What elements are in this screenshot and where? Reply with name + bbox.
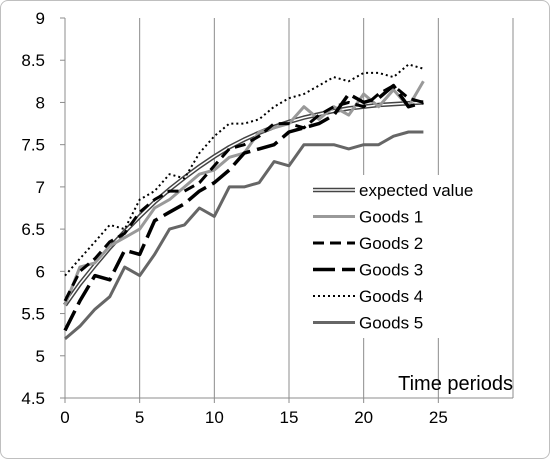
legend-label-goods-1: Goods 1 bbox=[359, 208, 423, 227]
y-tick-label: 7 bbox=[36, 178, 45, 197]
x-axis-label: Time periods bbox=[398, 373, 513, 395]
y-tick-label: 7.5 bbox=[21, 136, 45, 155]
x-tick-label: 25 bbox=[429, 408, 448, 427]
x-tick-label: 0 bbox=[60, 408, 69, 427]
x-tick-label: 15 bbox=[280, 408, 299, 427]
y-tick-label: 9 bbox=[36, 9, 45, 28]
y-tick-label: 5 bbox=[36, 347, 45, 366]
series-lines bbox=[63, 63, 425, 341]
tick-labels: 4.5 5 5.5 6 6.5 7 7.5 8 8.5 9 0 5 10 15 20 25 bbox=[21, 9, 447, 427]
axes bbox=[60, 17, 513, 403]
legend-label-goods-4: Goods 4 bbox=[359, 287, 423, 306]
legend-label-goods-2: Goods 2 bbox=[359, 234, 423, 253]
y-tick-label: 5.5 bbox=[21, 305, 45, 324]
legend: expected value Goods 1 Goods 2 Goods 3 Goods… bbox=[309, 175, 509, 338]
x-tick-label: 10 bbox=[205, 408, 224, 427]
legend-label-goods-5: Goods 5 bbox=[359, 314, 423, 333]
y-tick-label: 6 bbox=[36, 262, 45, 281]
y-tick-label: 4.5 bbox=[21, 389, 45, 408]
series-line-goods-3 bbox=[63, 83, 424, 332]
legend-background bbox=[309, 175, 509, 338]
x-tick-label: 20 bbox=[354, 408, 373, 427]
y-tick-label: 6.5 bbox=[21, 220, 45, 239]
x-tick-label: 5 bbox=[135, 408, 144, 427]
series-line-goods-5 bbox=[64, 130, 424, 341]
legend-label-goods-3: Goods 3 bbox=[359, 261, 423, 280]
legend-label-expected-value: expected value bbox=[359, 181, 473, 200]
y-tick-label: 8 bbox=[36, 93, 45, 112]
y-tick-label: 8.5 bbox=[21, 51, 45, 70]
series-line-goods-2 bbox=[63, 84, 424, 302]
